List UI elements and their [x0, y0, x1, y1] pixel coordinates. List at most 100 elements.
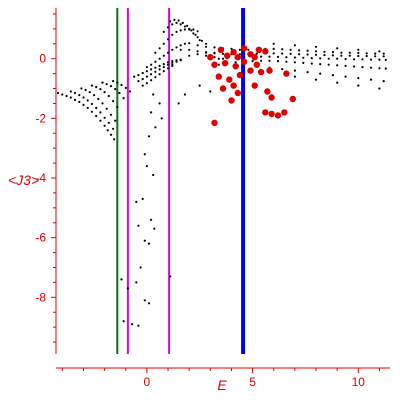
- x-tick-label: 10: [352, 375, 366, 389]
- data-point: [120, 83, 123, 87]
- data-point: [153, 227, 156, 230]
- data-point: [126, 287, 129, 290]
- data-point: [124, 86, 127, 89]
- data-point: [205, 42, 208, 45]
- data-point: [353, 65, 356, 68]
- data-point: [374, 55, 377, 58]
- data-point: [177, 102, 180, 105]
- data-point: [90, 84, 93, 87]
- data-point: [179, 29, 182, 32]
- data-point: [255, 46, 263, 53]
- data-point: [327, 63, 330, 66]
- data-point: [95, 85, 98, 89]
- data-point: [285, 60, 288, 63]
- data-point: [289, 95, 296, 103]
- data-point: [331, 74, 334, 77]
- data-point: [154, 60, 157, 63]
- data-point: [186, 24, 189, 27]
- data-point: [122, 320, 125, 323]
- data-point: [57, 91, 60, 95]
- data-point: [357, 54, 360, 58]
- data-point: [314, 53, 318, 56]
- data-point: [139, 266, 142, 269]
- data-point: [361, 58, 364, 61]
- data-point: [240, 45, 248, 52]
- data-point: [306, 49, 309, 52]
- data-point: [183, 28, 186, 31]
- data-point: [154, 126, 157, 129]
- y-tick-label: -8: [35, 290, 46, 304]
- data-point: [103, 116, 106, 119]
- data-point: [141, 197, 144, 200]
- data-point: [221, 52, 225, 56]
- data-point: [293, 44, 296, 47]
- data-point: [137, 80, 140, 83]
- data-point: [162, 70, 165, 73]
- data-point: [196, 50, 199, 53]
- data-point: [369, 78, 373, 81]
- data-point: [90, 102, 93, 106]
- x-axis-title: E: [217, 377, 227, 393]
- data-point: [106, 129, 109, 132]
- data-point: [166, 38, 170, 41]
- data-point: [154, 51, 157, 54]
- data-point: [198, 39, 201, 42]
- data-point: [152, 173, 155, 177]
- data-point: [162, 54, 165, 57]
- data-point: [145, 66, 148, 69]
- data-point: [162, 63, 165, 66]
- y-tick-label: -2: [35, 111, 46, 125]
- data-point: [73, 98, 77, 101]
- data-point: [78, 94, 81, 97]
- data-point: [97, 97, 100, 101]
- data-point: [382, 80, 385, 83]
- data-point: [141, 71, 144, 75]
- data-point: [158, 57, 161, 60]
- data-point: [154, 66, 157, 69]
- data-point: [314, 78, 318, 81]
- data-point: [145, 165, 148, 168]
- data-point: [69, 96, 72, 99]
- data-point: [128, 90, 132, 93]
- data-point: [175, 21, 178, 24]
- data-point: [147, 302, 151, 305]
- data-point: [298, 53, 301, 56]
- data-point: [101, 81, 104, 84]
- data-point: [145, 82, 148, 85]
- data-point: [179, 48, 182, 51]
- data-point: [120, 278, 123, 281]
- data-point: [135, 281, 138, 284]
- data-point: [251, 54, 258, 61]
- data-point: [369, 66, 373, 69]
- data-point: [213, 52, 216, 55]
- data-point: [331, 54, 334, 57]
- data-point: [166, 51, 170, 54]
- data-point: [378, 58, 381, 61]
- data-point: [285, 56, 288, 59]
- data-point: [319, 72, 322, 75]
- data-point: [82, 103, 85, 106]
- data-point: [357, 51, 360, 55]
- data-point: [215, 73, 222, 80]
- data-point: [166, 26, 170, 29]
- data-point: [114, 119, 117, 122]
- data-point: [99, 111, 102, 114]
- data-point: [154, 76, 157, 79]
- data-point: [73, 91, 77, 95]
- data-point: [348, 54, 351, 57]
- vertical-marker-lines: [116, 8, 246, 354]
- data-point: [143, 299, 146, 302]
- data-point: [344, 64, 347, 67]
- data-point: [344, 75, 347, 78]
- y-axis-title: <J3>: [8, 172, 39, 188]
- data-point: [118, 91, 121, 95]
- data-point: [230, 48, 237, 56]
- data-point: [158, 73, 161, 76]
- data-point: [131, 323, 134, 326]
- data-point: [145, 70, 148, 73]
- data-point: [137, 74, 140, 77]
- data-point: [160, 117, 163, 120]
- data-point: [175, 46, 178, 49]
- data-point: [272, 47, 275, 51]
